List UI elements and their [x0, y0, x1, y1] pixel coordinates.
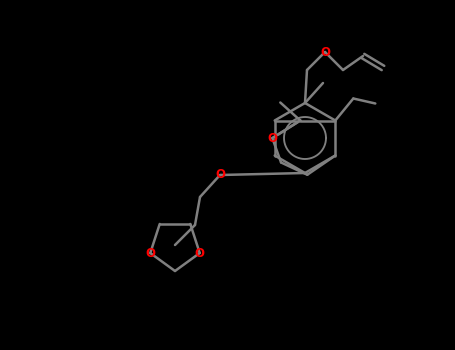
Text: O: O [145, 246, 155, 260]
Text: O: O [215, 168, 225, 182]
Text: O: O [195, 246, 205, 260]
Text: O: O [320, 46, 330, 58]
Text: O: O [267, 132, 277, 145]
